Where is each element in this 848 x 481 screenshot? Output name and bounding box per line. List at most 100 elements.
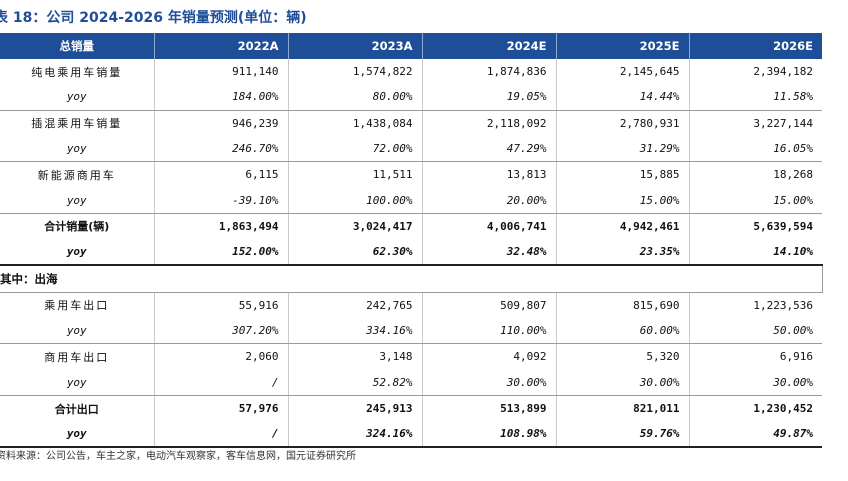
section-row: 其中：出海 — [0, 265, 823, 293]
table-row: 纯电乘用车销量 911,140 1,574,822 1,874,836 2,14… — [0, 59, 822, 85]
table-cell: 30.00% — [421, 369, 556, 396]
table-cell: 52.82% — [287, 369, 422, 396]
table-cell: 911,140 — [153, 59, 288, 85]
table-cell: 30.00% — [688, 369, 822, 396]
table-cell: 2,118,092 — [421, 110, 556, 136]
table-cell: 60.00% — [555, 317, 689, 345]
table-cell: 245,913 — [287, 395, 422, 422]
table-row: 插混乘用车销量 946,239 1,438,084 2,118,092 2,78… — [0, 110, 822, 136]
table-cell: 307.20% — [153, 317, 288, 345]
row-label: yoy — [0, 421, 154, 449]
table-cell: 59.76% — [555, 421, 689, 449]
table-cell: 15,885 — [555, 161, 689, 188]
row-label: 新能源商用车 — [37, 168, 116, 182]
table-cell: / — [153, 421, 288, 449]
row-label: yoy — [0, 187, 154, 214]
table-cell: 32.48% — [421, 239, 556, 267]
table-cell: / — [153, 369, 288, 396]
section-label: 其中：出海 — [0, 265, 823, 293]
table-cell: 15.00% — [688, 187, 822, 214]
table-row-total: 合计销量(辆) 1,863,494 3,024,417 4,006,741 4,… — [0, 213, 822, 240]
table-cell: 509,807 — [421, 292, 556, 318]
header-label: 总销量 — [0, 33, 154, 59]
table-cell: 72.00% — [287, 135, 422, 163]
table-cell: 3,227,144 — [688, 110, 822, 136]
header-year: 2025E — [555, 33, 689, 59]
table-cell: 1,230,452 — [688, 395, 822, 422]
table-cell: 4,006,741 — [421, 213, 556, 240]
table-cell: 15.00% — [555, 187, 689, 214]
table-cell: 57,976 — [153, 395, 288, 422]
header-year: 2026E — [688, 33, 822, 59]
table-cell: 2,780,931 — [555, 110, 689, 136]
table-cell: 2,145,645 — [555, 59, 689, 85]
table-cell: 49.87% — [688, 421, 822, 449]
table-cell: 242,765 — [287, 292, 422, 318]
table-cell: 152.00% — [153, 239, 288, 267]
table-row: 乘用车出口 55,916 242,765 509,807 815,690 1,2… — [0, 292, 822, 318]
table-cell: 100.00% — [287, 187, 422, 214]
row-label: 商用车出口 — [44, 350, 110, 364]
table-cell: 13,813 — [421, 161, 556, 188]
table-row-yoy: yoy / 52.82% 30.00% 30.00% 30.00% — [0, 369, 822, 396]
table-cell: 1,438,084 — [287, 110, 422, 136]
table-row: 商用车出口 2,060 3,148 4,092 5,320 6,916 — [0, 343, 822, 370]
table-cell: 5,639,594 — [688, 213, 822, 240]
table-row: 新能源商用车 6,115 11,511 13,813 15,885 18,268 — [0, 161, 822, 188]
table-cell: 2,394,182 — [688, 59, 822, 85]
table-cell: 1,874,836 — [421, 59, 556, 85]
table-cell: 2,060 — [153, 343, 288, 370]
table-cell: 6,115 — [153, 161, 288, 188]
header-year: 2023A — [287, 33, 422, 59]
table-cell: 3,024,417 — [287, 213, 422, 240]
row-label: 插混乘用车销量 — [31, 117, 123, 131]
table-row-yoy: yoy 152.00% 62.30% 32.48% 23.35% 14.10% — [0, 239, 822, 267]
sales-forecast-table: 总销量 2022A 2023A 2024E 2025E 2026E 纯电乘用车销… — [0, 33, 823, 449]
table-row-yoy: yoy / 324.16% 108.98% 59.76% 49.87% — [0, 421, 822, 449]
table-cell: 80.00% — [287, 84, 422, 111]
table-cell: 5,320 — [555, 343, 689, 370]
table-cell: 31.29% — [555, 135, 689, 163]
table-row-yoy: yoy 307.20% 334.16% 110.00% 60.00% 50.00… — [0, 317, 822, 345]
table-cell: 821,011 — [555, 395, 689, 422]
row-label: yoy — [0, 369, 154, 396]
table-row-yoy: yoy -39.10% 100.00% 20.00% 15.00% 15.00% — [0, 187, 822, 214]
table-row-yoy: yoy 246.70% 72.00% 47.29% 31.29% 16.05% — [0, 135, 822, 163]
row-label: yoy — [0, 239, 154, 267]
source-note: 资料来源：公司公告，车主之家，电动汽车观察家，客车信息网，国元证券研究所 — [0, 451, 356, 462]
table-cell: 946,239 — [153, 110, 288, 136]
table-cell: 513,899 — [421, 395, 556, 422]
table-cell: 1,223,536 — [688, 292, 822, 318]
table-cell: 6,916 — [688, 343, 822, 370]
table-cell: 47.29% — [421, 135, 556, 163]
table-cell: 11.58% — [688, 84, 822, 111]
table-cell: 1,863,494 — [153, 213, 288, 240]
table-cell: 108.98% — [421, 421, 556, 449]
row-label: yoy — [0, 135, 154, 163]
table-cell: 1,574,822 — [287, 59, 422, 85]
row-label: yoy — [0, 317, 154, 345]
row-label: 乘用车出口 — [44, 299, 110, 313]
row-label: 纯电乘用车销量 — [31, 65, 123, 79]
table-header-row: 总销量 2022A 2023A 2024E 2025E 2026E — [0, 33, 822, 59]
table-cell: 14.10% — [688, 239, 822, 267]
table-cell: 110.00% — [421, 317, 556, 345]
table-cell: 62.30% — [287, 239, 422, 267]
table-cell: 19.05% — [421, 84, 556, 111]
table-cell: 246.70% — [153, 135, 288, 163]
table-cell: 11,511 — [287, 161, 422, 188]
table-cell: 23.35% — [555, 239, 689, 267]
table-cell: 4,092 — [421, 343, 556, 370]
header-year: 2022A — [153, 33, 288, 59]
table-cell: -39.10% — [153, 187, 288, 214]
table-cell: 55,916 — [153, 292, 288, 318]
row-label: yoy — [0, 84, 154, 111]
table-cell: 20.00% — [421, 187, 556, 214]
table-cell: 3,148 — [287, 343, 422, 370]
table-row-total: 合计出口 57,976 245,913 513,899 821,011 1,23… — [0, 395, 822, 422]
table-cell: 16.05% — [688, 135, 822, 163]
header-year: 2024E — [421, 33, 556, 59]
table-cell: 184.00% — [153, 84, 288, 111]
row-label: 合计出口 — [54, 402, 99, 416]
table-title: 表 18：公司 2024-2026 年销量预测(单位：辆) — [0, 10, 307, 26]
